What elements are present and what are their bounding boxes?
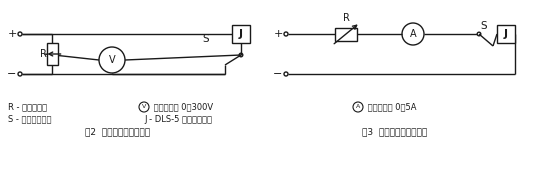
Text: −: − bbox=[273, 69, 282, 79]
Text: 圖2  動作電壓檢驗線路圖: 圖2 動作電壓檢驗線路圖 bbox=[85, 128, 151, 136]
Text: S - 單刀單擲開關: S - 單刀單擲開關 bbox=[8, 114, 51, 124]
Text: R: R bbox=[40, 49, 47, 59]
Bar bbox=[335, 27, 357, 41]
Text: −: − bbox=[8, 69, 17, 79]
Text: S: S bbox=[203, 34, 210, 44]
Text: J - DLS-5 雙位置繼電器: J - DLS-5 雙位置繼電器 bbox=[144, 114, 212, 124]
Text: 直流電壓表 0～300V: 直流電壓表 0～300V bbox=[151, 102, 213, 112]
Text: V: V bbox=[109, 55, 115, 65]
Text: R - 滑線電阻器: R - 滑線電阻器 bbox=[8, 102, 47, 112]
Bar bbox=[47, 43, 57, 65]
Text: A: A bbox=[356, 104, 360, 110]
Bar bbox=[232, 25, 250, 43]
Text: J: J bbox=[504, 29, 508, 39]
Text: J: J bbox=[239, 29, 243, 39]
Bar bbox=[497, 25, 515, 43]
Text: 圖3  動作電流檢驗線路圖: 圖3 動作電流檢驗線路圖 bbox=[362, 128, 428, 136]
Text: +: + bbox=[8, 29, 17, 39]
Text: R: R bbox=[343, 13, 349, 23]
Text: +: + bbox=[273, 29, 282, 39]
Text: A: A bbox=[410, 29, 416, 39]
Text: V: V bbox=[142, 104, 146, 110]
Text: S: S bbox=[481, 21, 487, 31]
Text: 直流電流表 0～5A: 直流電流表 0～5A bbox=[365, 102, 416, 112]
